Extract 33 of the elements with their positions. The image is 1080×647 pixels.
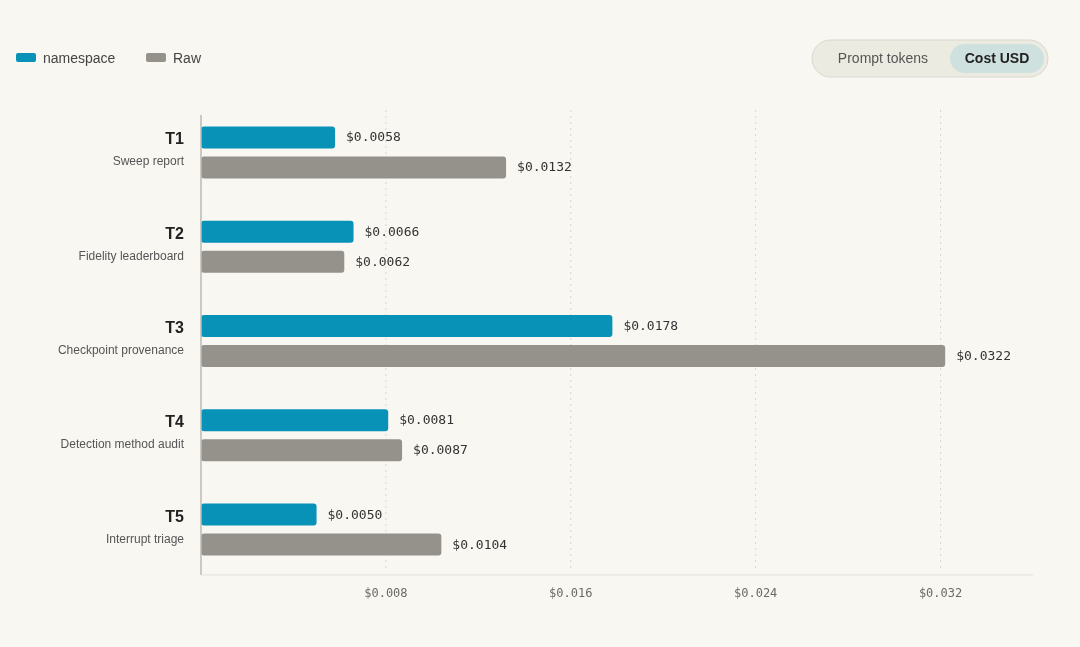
data-label: $0.0087 <box>413 442 468 458</box>
x-tick-label: $0.016 <box>549 586 593 600</box>
y-tick-label: T2 Fidelity leaderboard <box>78 224 185 263</box>
bar <box>201 409 389 432</box>
bar <box>201 439 403 462</box>
bar <box>201 250 345 273</box>
data-label: $0.0081 <box>399 412 454 428</box>
legend-label: Raw <box>173 50 202 66</box>
x-tick-label: $0.024 <box>733 586 778 600</box>
y-tick-label: T3 Checkpoint provenance <box>57 319 185 357</box>
bar <box>201 126 336 149</box>
bar <box>201 156 507 179</box>
data-label: $0.0062 <box>355 253 411 269</box>
text: Cost USD <box>964 50 1030 66</box>
data-label: $0.0178 <box>623 318 679 333</box>
data-label: $0.0058 <box>346 129 401 145</box>
data-label: $0.0322 <box>956 348 1011 363</box>
data-label: $0.0066 <box>364 223 420 239</box>
bar <box>201 345 946 367</box>
x-tick-label: $0.008 <box>364 586 408 600</box>
x-tick-label: $0.032 <box>918 586 963 600</box>
data-label: $0.0104 <box>452 536 508 552</box>
bar <box>201 315 613 337</box>
data-label: $0.0132 <box>517 159 572 175</box>
legend-label: namespace <box>43 50 116 66</box>
y-tick-label: T1 Sweep report <box>112 130 185 169</box>
y-tick-label: T5 Interrupt triage <box>105 507 185 546</box>
text: Prompt tokens <box>837 50 929 66</box>
data-label: $0.0050 <box>327 506 383 522</box>
bar <box>201 503 317 526</box>
y-tick-label: T4 Detection method audit <box>60 413 185 452</box>
bar <box>201 220 354 243</box>
bar <box>201 533 442 556</box>
